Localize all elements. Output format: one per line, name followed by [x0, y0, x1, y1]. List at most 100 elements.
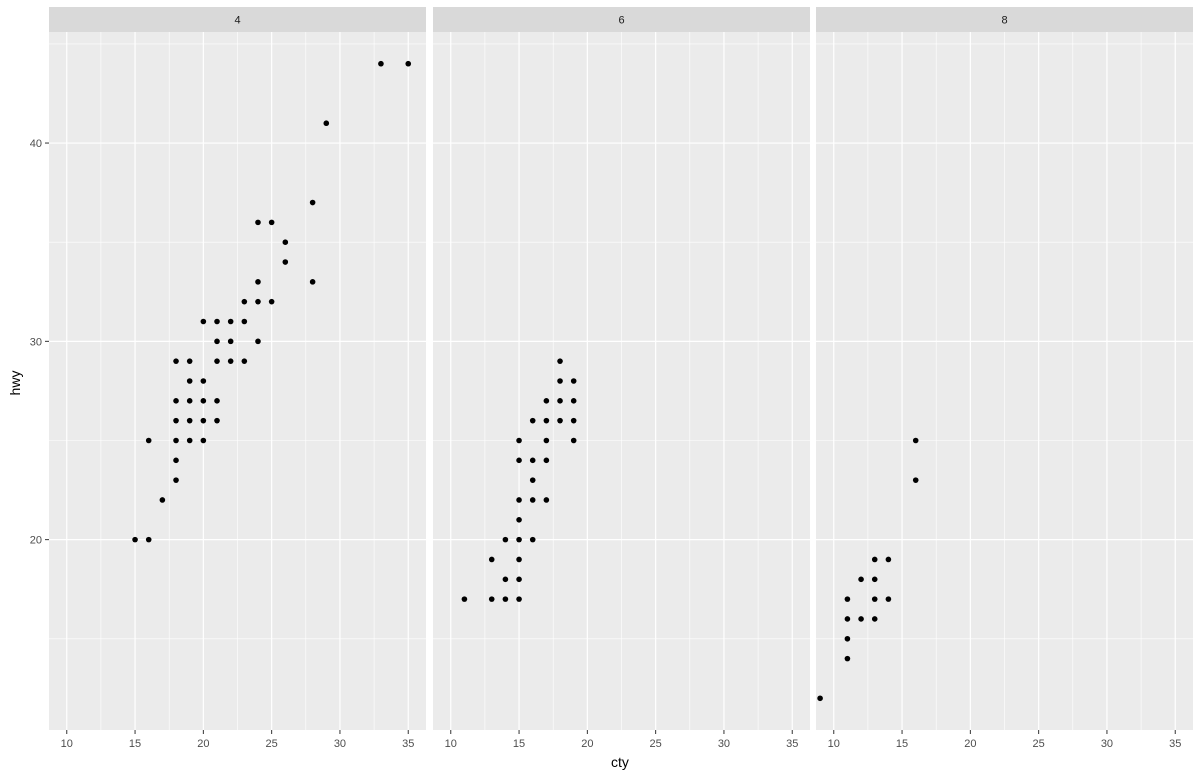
data-point — [557, 398, 563, 404]
x-tick-label: 35 — [402, 738, 414, 750]
data-point — [186, 358, 193, 364]
data-point — [529, 536, 536, 543]
data-point — [200, 378, 207, 384]
data-point — [173, 457, 179, 464]
data-point — [871, 556, 878, 563]
data-point — [557, 417, 563, 424]
data-point — [570, 437, 577, 444]
data-point — [282, 259, 289, 265]
data-point — [529, 477, 536, 483]
facet-strip-label: 4 — [234, 15, 240, 27]
x-tick-label: 20 — [964, 738, 976, 750]
x-tick-label: 20 — [197, 738, 209, 750]
data-point — [173, 358, 179, 364]
x-tick-label: 10 — [828, 738, 840, 750]
x-tick-label: 15 — [896, 738, 908, 750]
data-point — [516, 457, 522, 464]
data-point — [871, 596, 878, 602]
data-point — [173, 398, 179, 404]
facet-strip-label: 6 — [618, 15, 624, 27]
data-point — [844, 655, 851, 662]
facet-strip — [816, 7, 1193, 32]
x-tick-label: 25 — [650, 738, 662, 750]
data-point — [200, 417, 207, 424]
x-tick-label: 35 — [786, 738, 798, 750]
data-point — [268, 298, 275, 305]
data-point — [516, 556, 522, 563]
data-point — [570, 398, 577, 404]
y-tick-label: 20 — [30, 535, 42, 547]
data-point — [378, 60, 384, 67]
data-point — [309, 199, 316, 206]
data-point — [912, 477, 919, 483]
data-point — [241, 318, 248, 325]
data-point — [529, 457, 536, 464]
data-point — [241, 298, 248, 305]
facet-panel-8: 8 10 15 20 25 30 35 — [816, 7, 1193, 750]
data-point — [570, 378, 577, 384]
data-point — [227, 318, 234, 325]
x-tick-label: 35 — [1169, 738, 1181, 750]
facet-strip — [49, 7, 426, 32]
data-point — [268, 219, 275, 226]
y-axis: 20 30 40 — [30, 138, 49, 547]
data-point — [502, 536, 509, 543]
data-point — [543, 457, 550, 464]
facet-strip-label: 8 — [1001, 15, 1007, 27]
data-point — [200, 437, 207, 444]
data-point — [529, 497, 536, 503]
data-point — [488, 556, 495, 563]
data-point — [488, 596, 495, 602]
y-tick-label: 30 — [30, 336, 42, 348]
data-point — [557, 358, 563, 364]
data-point — [173, 417, 179, 424]
x-tick-label: 30 — [718, 738, 730, 750]
data-point — [227, 358, 234, 364]
x-tick-label: 25 — [266, 738, 278, 750]
data-point — [543, 437, 550, 444]
data-point — [844, 635, 851, 642]
data-point — [817, 695, 823, 702]
data-point — [255, 338, 261, 345]
data-point — [516, 536, 522, 543]
x-tick-label: 10 — [61, 738, 73, 750]
x-tick-label: 25 — [1033, 738, 1045, 750]
data-point — [516, 517, 522, 523]
facet-panel-6: 6 10 15 20 25 30 35 — [433, 7, 810, 750]
data-point — [516, 596, 522, 602]
x-tick-label: 30 — [334, 738, 346, 750]
data-point — [186, 398, 193, 404]
data-point — [516, 497, 522, 503]
y-tick-label: 40 — [30, 138, 42, 150]
x-tick-label: 15 — [513, 738, 525, 750]
data-point — [200, 398, 207, 404]
data-point — [529, 417, 536, 424]
data-point — [255, 219, 261, 226]
data-point — [858, 616, 864, 622]
data-point — [200, 318, 207, 325]
data-point — [844, 596, 851, 602]
data-point — [543, 497, 550, 503]
data-point — [173, 437, 179, 444]
x-tick-label: 10 — [445, 738, 457, 750]
data-point — [214, 318, 220, 325]
data-point — [309, 279, 316, 285]
x-tick-label: 30 — [1101, 738, 1113, 750]
y-axis-title: hwy — [7, 371, 23, 396]
data-point — [227, 338, 234, 345]
data-point — [871, 616, 878, 622]
data-point — [502, 576, 509, 583]
data-point — [885, 556, 892, 563]
x-axis-title: cty — [611, 754, 629, 770]
data-point — [186, 378, 193, 384]
data-point — [241, 358, 248, 364]
data-point — [282, 239, 289, 245]
data-point — [543, 398, 550, 404]
data-point — [214, 358, 220, 364]
data-point — [912, 437, 919, 444]
x-tick-label: 20 — [581, 738, 593, 750]
data-point — [132, 536, 138, 543]
data-point — [214, 417, 220, 424]
x-tick-label: 15 — [129, 738, 141, 750]
